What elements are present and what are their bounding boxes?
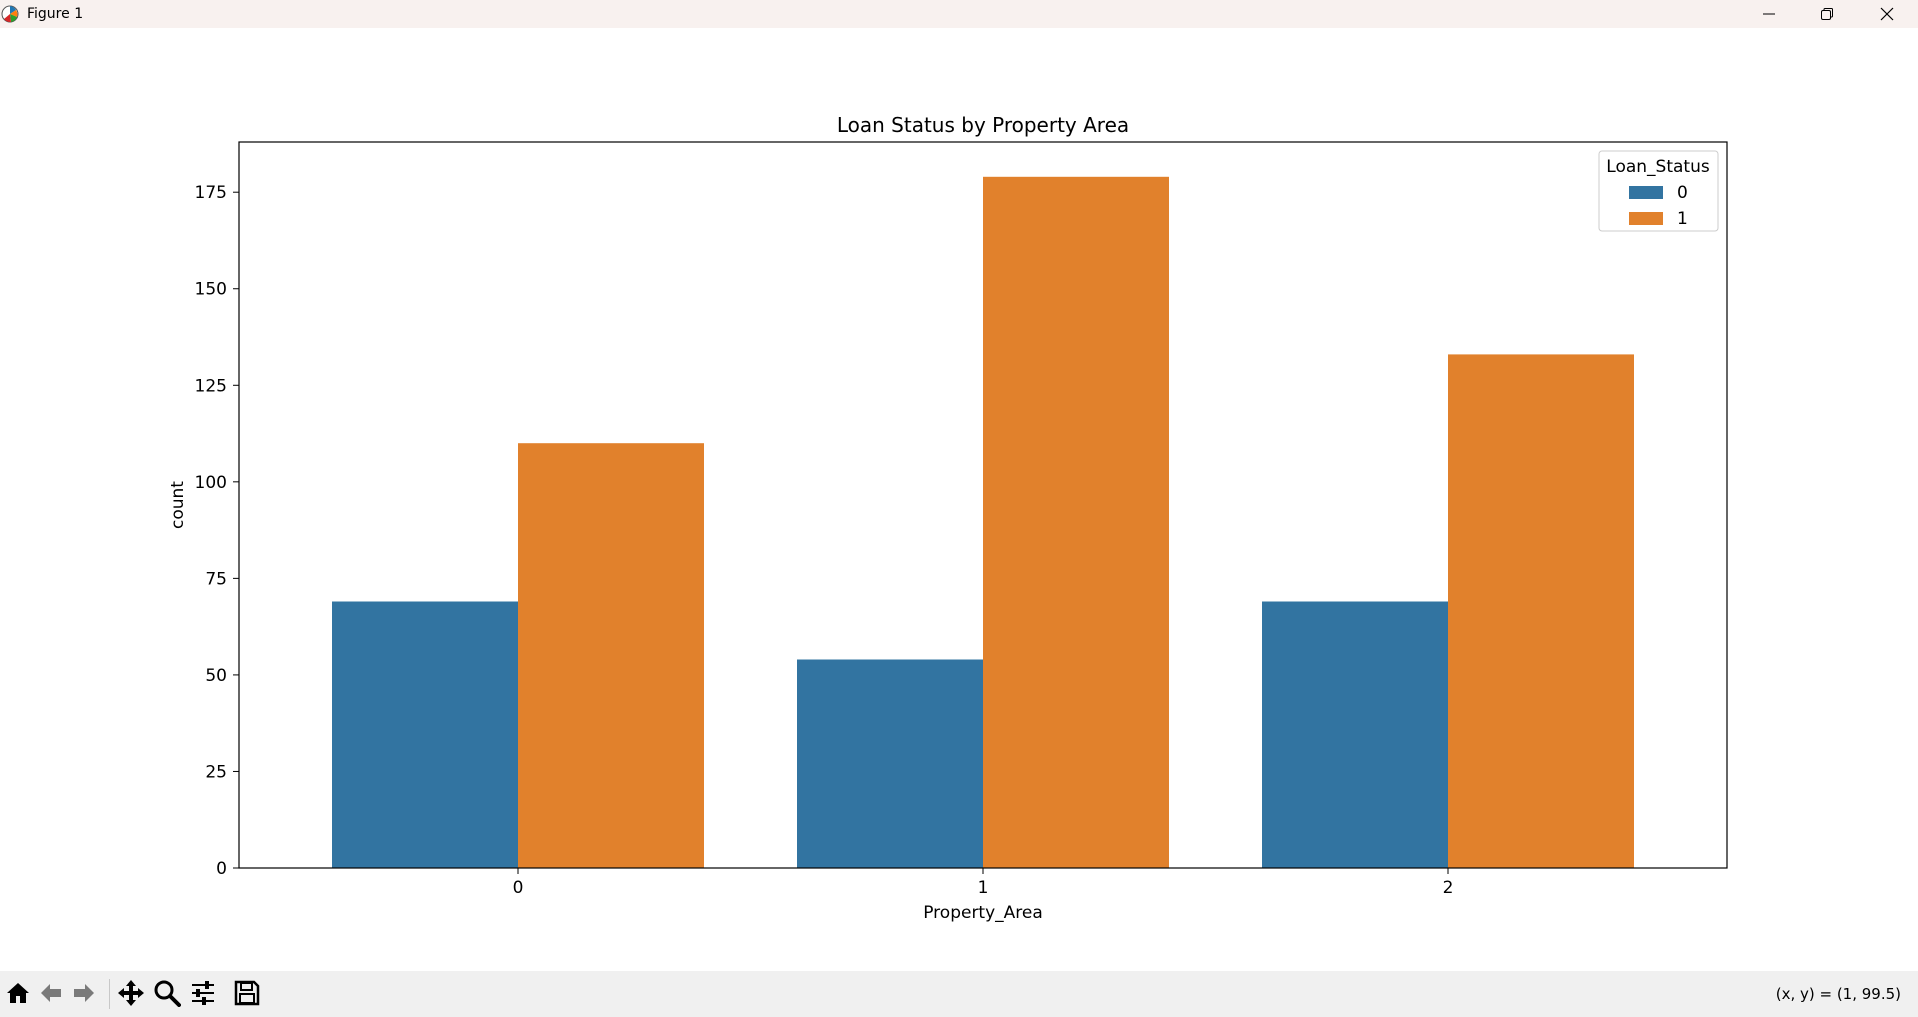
minimize-button[interactable]: [1740, 0, 1798, 28]
matplotlib-app-icon: [1, 5, 19, 23]
bar-0-series-0: [332, 601, 518, 868]
bar-1-series-0: [797, 659, 983, 868]
forward-arrow-icon: [71, 980, 97, 1010]
configure-subplots-icon: [189, 979, 217, 1011]
x-axis-label: Property_Area: [923, 903, 1043, 923]
legend-label-series-1: 1: [1677, 209, 1688, 229]
y-tick-label: 75: [205, 569, 227, 589]
y-axis-label: count: [168, 481, 188, 529]
bar-2-series-1: [1448, 354, 1634, 868]
save-button[interactable]: [232, 980, 262, 1010]
y-tick-label: 100: [195, 473, 227, 493]
legend: Loan_Status 0 1: [1598, 150, 1719, 232]
legend-swatch-series-0: [1629, 186, 1663, 199]
bar-1-series-1: [983, 176, 1169, 869]
close-icon: [1880, 7, 1894, 21]
figure-canvas[interactable]: 0 25 50 75 100 125 150 175 0 1 2 Loan Status by P…: [0, 28, 1918, 971]
legend-title: Loan_Status: [1606, 157, 1710, 177]
cursor-coordinates: (x, y) = (1, 99.5): [1775, 985, 1901, 1003]
zoom-icon: [153, 979, 181, 1011]
back-button[interactable]: [36, 980, 66, 1010]
x-tick-label: 0: [513, 878, 524, 898]
chart-title: Loan Status by Property Area: [837, 113, 1129, 137]
zoom-button[interactable]: [152, 980, 182, 1010]
x-tick-label: 2: [1443, 878, 1454, 898]
pan-icon: [117, 979, 145, 1011]
y-tick-label: 150: [195, 280, 227, 300]
configure-subplots-button[interactable]: [188, 980, 218, 1010]
y-tick-label: 25: [205, 762, 227, 782]
bars-group: [332, 176, 1634, 869]
back-arrow-icon: [38, 980, 64, 1010]
window-title: Figure 1: [27, 6, 84, 22]
bar-2-series-0: [1262, 601, 1448, 868]
legend-label-series-0: 0: [1677, 183, 1688, 203]
y-tick-label: 50: [205, 666, 227, 686]
navigation-toolbar: (x, y) = (1, 99.5): [0, 971, 1918, 1017]
y-tick-label: 0: [216, 859, 227, 879]
restore-icon: [1820, 7, 1834, 21]
save-icon: [233, 979, 261, 1011]
x-axis-ticks: 0 1 2: [513, 868, 1454, 898]
legend-swatch-series-1: [1629, 212, 1663, 225]
forward-button[interactable]: [69, 980, 99, 1010]
home-button[interactable]: [3, 980, 33, 1010]
bar-chart: 0 25 50 75 100 125 150 175 0 1 2 Loan Status by P…: [168, 113, 1728, 923]
y-tick-label: 125: [195, 376, 227, 396]
x-tick-label: 1: [978, 878, 989, 898]
window-titlebar: Figure 1: [0, 0, 1918, 28]
y-tick-label: 175: [195, 183, 227, 203]
bar-0-series-1: [518, 443, 704, 868]
close-button[interactable]: [1858, 0, 1916, 28]
restore-button[interactable]: [1798, 0, 1856, 28]
pan-button[interactable]: [116, 980, 146, 1010]
y-axis-ticks: 0 25 50 75 100 125 150 175: [195, 183, 239, 879]
minimize-icon: [1762, 7, 1776, 21]
toolbar-separator: [109, 979, 110, 1009]
home-icon: [5, 980, 31, 1010]
